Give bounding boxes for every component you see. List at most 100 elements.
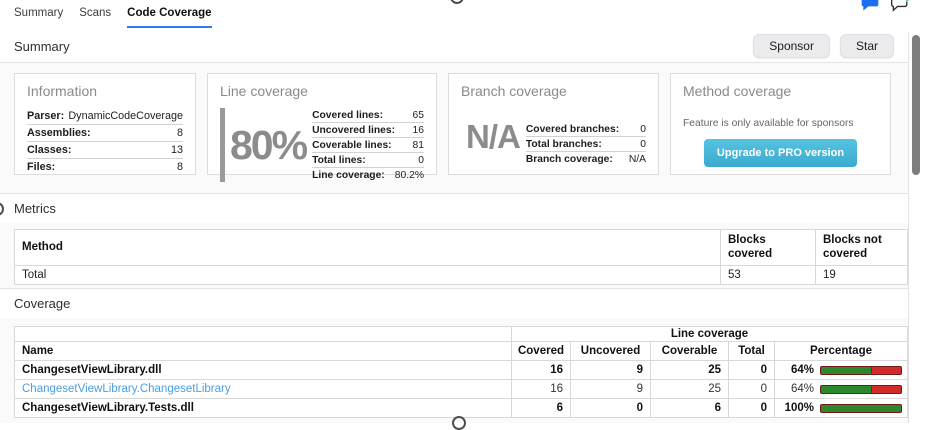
info-label: Classes: <box>27 144 72 156</box>
stat-value: 80.2% <box>394 169 424 181</box>
percentage-cell: 64% <box>774 360 908 380</box>
stat-value: 81 <box>412 139 424 151</box>
summary-content: Information Parser: DynamicCodeCoverage … <box>0 62 908 194</box>
coverage-col-coverable: Coverable <box>650 341 729 361</box>
method-coverage-card-title: Method coverage <box>683 83 792 99</box>
percentage-text: 64% <box>790 364 814 376</box>
branch-coverage-card: Branch coverage N/A Covered branches: 0 … <box>448 73 659 175</box>
information-card: Information Parser: DynamicCodeCoverage … <box>14 73 196 175</box>
topbar-icons <box>860 0 912 14</box>
star-button[interactable]: Star <box>839 34 894 58</box>
branch-row-percentage: Branch coverage: N/A <box>525 151 646 166</box>
stat-value: 0 <box>640 138 646 150</box>
add-comment-icon[interactable] <box>889 0 912 14</box>
metrics-table: Method Blocks covered Blocks not covered… <box>14 229 908 285</box>
line-coverage-card-title: Line coverage <box>220 83 308 99</box>
stat-value: N/A <box>628 153 646 165</box>
info-row-assemblies: Assemblies: 8 <box>27 124 183 141</box>
info-row-parser: Parser: DynamicCodeCoverage <box>27 108 183 124</box>
info-row-files: Files: 8 <box>27 158 183 175</box>
coverage-col-percentage: Percentage <box>774 341 908 361</box>
selection-handle-bottom[interactable] <box>452 416 466 430</box>
line-row-uncovered: Uncovered lines: 16 <box>312 122 424 137</box>
class-link[interactable]: ChangesetViewLibrary.ChangesetLibrary <box>22 383 231 395</box>
line-row-coverable: Coverable lines: 81 <box>312 137 424 152</box>
branch-row-total: Total branches: 0 <box>525 136 646 151</box>
total-value: 0 <box>728 379 775 399</box>
coverage-title: Coverage <box>14 296 71 311</box>
scrollbar-thumb[interactable] <box>912 35 920 175</box>
uncovered-value: 9 <box>570 379 651 399</box>
coverable-value: 25 <box>650 379 729 399</box>
tab-scans[interactable]: Scans <box>79 7 112 19</box>
coverage-group-header-row: Line coverage <box>14 326 909 342</box>
stat-value: 0 <box>418 154 424 166</box>
coverage-empty-header-cell <box>14 326 512 342</box>
uncovered-value: 0 <box>570 398 651 418</box>
stat-label: Uncovered lines: <box>312 124 396 136</box>
selection-handle-top[interactable] <box>450 0 464 4</box>
metrics-total-label: Total <box>14 264 721 285</box>
assembly-name: ChangesetViewLibrary.dll <box>14 360 512 380</box>
class-name-cell: ChangesetViewLibrary.ChangesetLibrary <box>14 379 512 399</box>
info-label: Assemblies: <box>27 127 91 139</box>
coverable-value: 25 <box>650 360 729 380</box>
stat-label: Covered branches: <box>525 123 620 135</box>
coverable-value: 6 <box>650 398 729 418</box>
summary-title: Summary <box>14 38 70 54</box>
assembly-name: ChangesetViewLibrary.Tests.dll <box>14 398 512 418</box>
line-row-covered: Covered lines: 65 <box>312 108 424 122</box>
sponsor-button[interactable]: Sponsor <box>753 34 830 58</box>
coverage-header-row: Name Covered Uncovered Coverable Total P… <box>14 341 908 361</box>
branch-coverage-big-value: N/A <box>466 118 521 155</box>
metrics-col-blocks-covered: Blocks covered <box>720 229 816 266</box>
coverage-row-assembly: ChangesetViewLibrary.dll 16 9 25 0 64% <box>14 360 908 380</box>
info-value: 13 <box>170 144 183 156</box>
coverage-row-tests-assembly: ChangesetViewLibrary.Tests.dll 6 0 6 0 1… <box>14 398 908 418</box>
upgrade-pro-button[interactable]: Upgrade to PRO version <box>703 139 858 167</box>
line-coverage-card: Line coverage 80% Covered lines: 65 Unco… <box>207 73 437 182</box>
percentage-cell: 100% <box>774 398 908 418</box>
sponsors-only-note: Feature is only available for sponsors <box>683 118 854 129</box>
stat-label: Line coverage: <box>312 169 385 181</box>
coverage-bar <box>820 384 902 394</box>
info-row-classes: Classes: 13 <box>27 141 183 158</box>
content-right-border <box>908 32 909 423</box>
info-value: 8 <box>176 161 183 173</box>
stat-label: Total branches: <box>525 138 602 150</box>
stat-label: Covered lines: <box>312 109 384 121</box>
total-value: 0 <box>728 360 775 380</box>
method-coverage-card: Method coverage Feature is only availabl… <box>670 73 891 175</box>
coverage-col-name: Name <box>14 341 512 361</box>
line-row-total: Total lines: 0 <box>312 152 424 167</box>
stat-value: 16 <box>412 124 424 136</box>
metrics-total-row: Total 53 19 <box>14 264 908 285</box>
metrics-content: Method Blocks covered Blocks not covered… <box>0 223 908 289</box>
coverage-content: Line coverage Name Covered Uncovered Cov… <box>0 318 909 423</box>
tab-summary[interactable]: Summary <box>14 7 64 19</box>
uncovered-value: 9 <box>570 360 651 380</box>
coverage-bar <box>820 365 902 375</box>
coverage-col-uncovered: Uncovered <box>570 341 651 361</box>
tab-code-coverage[interactable]: Code Coverage <box>127 7 212 28</box>
metrics-section-header: Metrics <box>0 194 908 223</box>
covered-value: 16 <box>510 379 572 399</box>
stat-label: Coverable lines: <box>312 139 392 151</box>
metrics-col-blocks-not-covered: Blocks not covered <box>815 229 908 266</box>
metrics-total-blocks-not-covered: 19 <box>815 264 908 285</box>
chat-bubble-icon[interactable] <box>860 0 880 14</box>
covered-value: 16 <box>510 360 572 380</box>
line-coverage-big-value: 80% <box>220 108 308 182</box>
stat-value: 65 <box>412 109 424 121</box>
info-value: 8 <box>176 127 183 139</box>
information-card-title: Information <box>27 83 98 99</box>
coverage-bar <box>820 403 902 413</box>
metrics-header-row: Method Blocks covered Blocks not covered <box>14 229 908 266</box>
total-value: 0 <box>728 398 775 418</box>
covered-value: 6 <box>510 398 572 418</box>
coverage-row-class: ChangesetViewLibrary.ChangesetLibrary 16… <box>14 379 908 399</box>
line-coverage-group-header: Line coverage <box>510 326 909 342</box>
stat-label: Branch coverage: <box>525 153 613 165</box>
coverage-table: Line coverage Name Covered Uncovered Cov… <box>14 326 909 418</box>
